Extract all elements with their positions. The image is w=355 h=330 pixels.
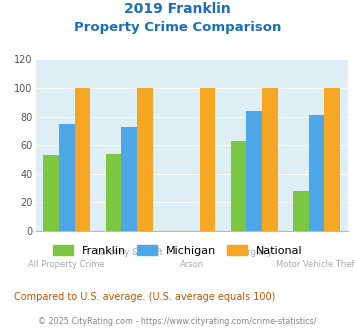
Bar (309, 115, 324, 231)
Bar (59, 124, 75, 231)
Text: © 2025 CityRating.com - https://www.cityrating.com/crime-statistics/: © 2025 CityRating.com - https://www.city… (38, 317, 317, 326)
Bar (324, 88, 340, 231)
Bar (137, 88, 153, 231)
Text: Burglary: Burglary (236, 248, 272, 257)
Legend: Franklin, Michigan, National: Franklin, Michigan, National (48, 240, 307, 260)
Bar (293, 191, 309, 231)
Text: Arson: Arson (180, 260, 204, 269)
Text: All Property Crime: All Property Crime (28, 260, 105, 269)
Bar (75, 88, 90, 231)
Text: Property Crime Comparison: Property Crime Comparison (74, 21, 281, 34)
Bar (121, 127, 137, 231)
Text: Compared to U.S. average. (U.S. average equals 100): Compared to U.S. average. (U.S. average … (14, 292, 275, 302)
Text: 2019 Franklin: 2019 Franklin (124, 2, 231, 16)
Bar (106, 154, 121, 231)
Bar (43, 155, 59, 231)
Bar (200, 88, 215, 231)
Bar (231, 141, 246, 231)
Bar (246, 111, 262, 231)
Text: Motor Vehicle Theft: Motor Vehicle Theft (276, 260, 355, 269)
Bar (262, 88, 278, 231)
Text: Larceny & Theft: Larceny & Theft (96, 248, 163, 257)
